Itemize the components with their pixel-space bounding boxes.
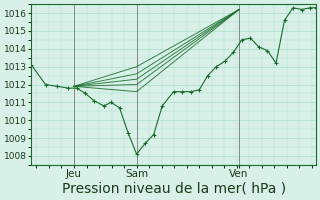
X-axis label: Pression niveau de la mer( hPa ): Pression niveau de la mer( hPa ) (61, 182, 286, 196)
